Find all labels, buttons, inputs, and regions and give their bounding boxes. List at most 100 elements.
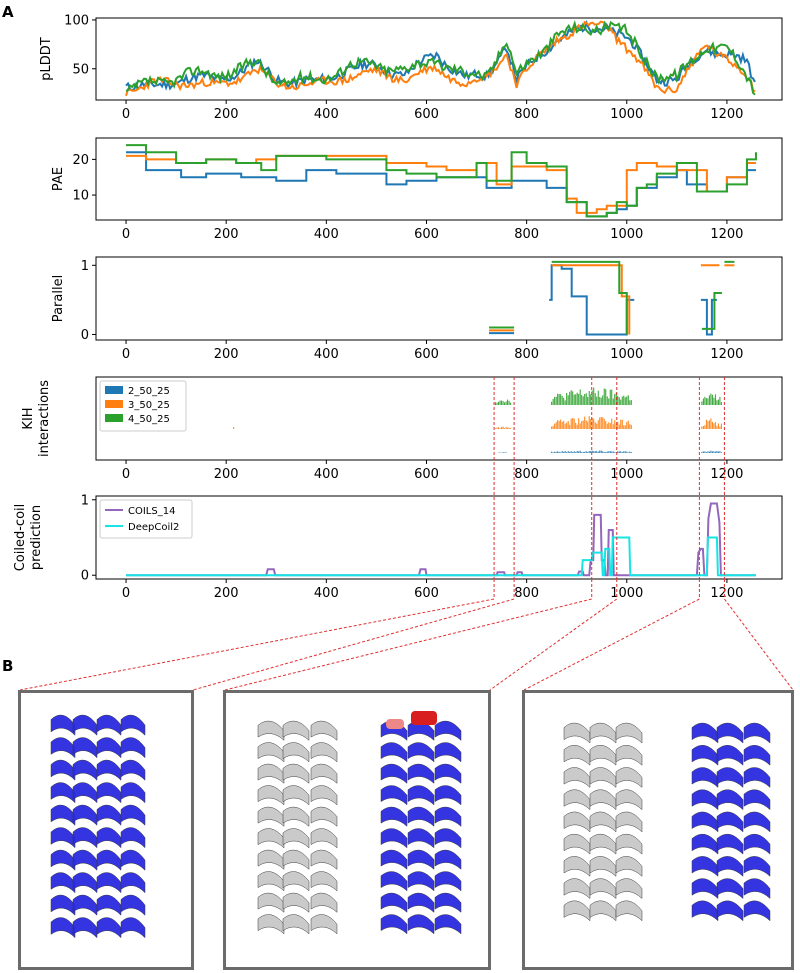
plddt-xtick-label: 0 <box>122 107 130 122</box>
helix-turn <box>691 878 719 900</box>
helix-turn <box>50 714 76 736</box>
helix-grey <box>257 720 285 935</box>
helix-turn <box>691 722 719 744</box>
helix-turn <box>434 720 462 741</box>
helix-red-tip <box>386 719 404 729</box>
helix-turn <box>282 828 310 849</box>
coiled-ytick-label: 1 <box>81 493 89 508</box>
helix-turn <box>120 894 146 916</box>
parallel-axes: 0 200 400 600 800 1000 1200 0 1 Parallel <box>51 256 783 362</box>
helix-turn <box>407 785 435 806</box>
kih-axes: 0 200 400 600 800 1000 1200 KIHinteractions <box>21 376 783 482</box>
helix-turn <box>716 767 744 789</box>
parallel-xtick-label: 400 <box>314 347 339 362</box>
helix-blue <box>434 720 462 935</box>
pae-xtick-label: 1200 <box>710 227 743 242</box>
parallel-xtick-label: 800 <box>514 347 539 362</box>
coiled-legend-label: DeepCoil2 <box>128 522 179 533</box>
helix-turn <box>96 827 122 849</box>
plddt-xtick-label: 200 <box>214 107 239 122</box>
helix-turn <box>96 917 122 939</box>
parallel-line-3_50_25 <box>551 264 631 335</box>
helix-turn <box>380 806 408 827</box>
helix-turn <box>434 892 462 913</box>
helix-grey <box>310 720 338 935</box>
helix-turn <box>380 871 408 892</box>
coiled-line-COILS_14 <box>126 502 756 577</box>
helix-turn <box>434 871 462 892</box>
panel-a-letter: A <box>2 3 14 21</box>
helix-turn <box>615 900 643 922</box>
coiled-xtick-label: 1200 <box>710 586 743 601</box>
helix-turn <box>615 856 643 877</box>
helix-turn <box>257 720 285 741</box>
kih-legend-label: 4_50_25 <box>128 414 170 425</box>
guide-diagonal <box>489 598 618 691</box>
helix-turn <box>743 856 771 877</box>
parallel-ytick-label: 0 <box>81 328 89 343</box>
helix-turn <box>743 722 771 744</box>
helix-turn <box>407 871 435 892</box>
ylabel-line: interactions <box>37 380 52 457</box>
kih-xtick-label: 600 <box>414 467 439 482</box>
helix-turn <box>563 878 591 900</box>
helix-turn <box>407 742 435 763</box>
kih-legend: 2_50_25 3_50_25 4_50_25 <box>99 380 187 432</box>
helix-turn <box>434 785 462 806</box>
kih-xtick-label: 800 <box>514 467 539 482</box>
kih-legend-swatch <box>105 386 123 394</box>
parallel-line-2_50_25 <box>700 298 717 336</box>
pae-xtick-label: 600 <box>414 227 439 242</box>
helix-turn <box>589 878 617 900</box>
kih-xtick-label: 400 <box>314 467 339 482</box>
helix-turn <box>615 789 643 811</box>
pae-ylabel: PAE <box>51 167 66 191</box>
plddt-ytick-label: 50 <box>72 62 89 77</box>
plddt-line-3_50_25 <box>125 20 756 97</box>
pae-line-2_50_25 <box>126 151 756 218</box>
helix-turn <box>96 804 122 826</box>
guide-diagonal <box>224 598 592 691</box>
helix-turn <box>716 900 744 922</box>
kih-xtick-label: 1200 <box>710 467 743 482</box>
kih-legend-label: 2_50_25 <box>128 386 170 397</box>
helix-turn <box>120 782 146 804</box>
helix-turn <box>743 767 771 789</box>
helix-turn <box>257 871 285 892</box>
kih-frame <box>95 376 783 461</box>
helix-turn <box>282 806 310 827</box>
pae-xtick-label: 800 <box>514 227 539 242</box>
helix-turn <box>589 856 617 877</box>
helix-turn <box>434 914 462 935</box>
helix-turn <box>615 878 643 900</box>
helix-turn <box>120 804 146 826</box>
coiled-legend-label: COILS_14 <box>128 506 175 517</box>
helix-turn <box>310 785 338 806</box>
helix-blue <box>380 720 408 935</box>
helix-turn <box>434 763 462 784</box>
helix-turn <box>434 742 462 763</box>
structure-box-2 <box>223 690 491 970</box>
helix-turn <box>257 914 285 935</box>
helix-turn <box>407 849 435 870</box>
helix-turn <box>407 892 435 913</box>
plddt-axes: 0 200 400 600 800 1000 1200 50 100 pLDDT <box>39 13 783 122</box>
helix-grey <box>563 722 591 922</box>
pae-xtick-label: 200 <box>214 227 239 242</box>
helix-turn <box>434 828 462 849</box>
helix-turn <box>72 714 98 736</box>
helix-turn <box>691 811 719 833</box>
kih-ylabel: KIHinteractions <box>21 380 52 457</box>
helix-turn <box>589 767 617 789</box>
helix-turn <box>50 917 76 939</box>
helix-turn <box>310 828 338 849</box>
helix-turn <box>50 759 76 781</box>
helix-turn <box>72 737 98 759</box>
helix-turn <box>310 849 338 870</box>
kih-xtick-label: 200 <box>214 467 239 482</box>
helix-turn <box>282 720 310 741</box>
plddt-xtick-label: 800 <box>514 107 539 122</box>
helix-turn <box>691 856 719 877</box>
parallel-xtick-label: 0 <box>122 347 130 362</box>
helix-turn <box>691 900 719 922</box>
